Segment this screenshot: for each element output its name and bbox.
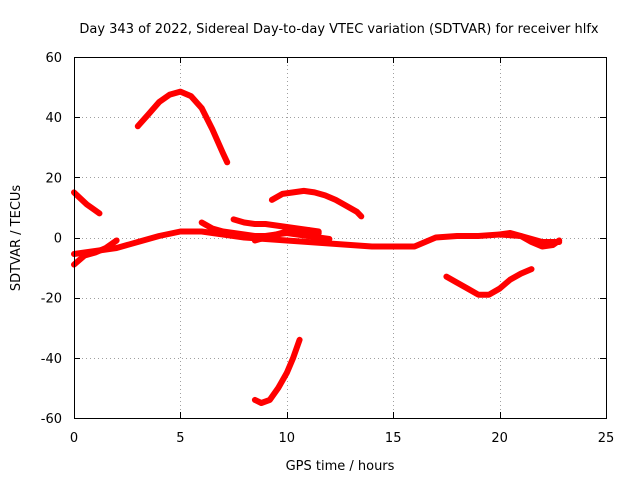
- series-group: [71, 88, 563, 406]
- x-tick-label: 5: [176, 431, 184, 446]
- x-tick-label: 20: [491, 431, 508, 446]
- y-tick-label: 40: [45, 111, 62, 126]
- chart-title: Day 343 of 2022, Sidereal Day-to-day VTE…: [79, 22, 599, 37]
- axis-ticks: 0 5 10 15 20 25 -60 -40 -20 0 20 40 60: [41, 51, 615, 446]
- x-tick-label: 25: [598, 431, 615, 446]
- series-arc-10: [251, 230, 333, 244]
- y-tick-label: 0: [54, 232, 62, 247]
- series-arc-5: [443, 266, 535, 298]
- x-tick-label: 0: [70, 431, 78, 446]
- y-tick-label: -60: [41, 412, 62, 427]
- series-arc-4: [251, 336, 303, 406]
- y-tick-label: -20: [41, 292, 62, 307]
- y-tick-label: -40: [41, 352, 62, 367]
- series-arc-9: [71, 228, 563, 257]
- x-tick-label: 15: [385, 431, 402, 446]
- y-tick-label: 60: [45, 51, 62, 66]
- x-axis-label: GPS time / hours: [286, 459, 395, 474]
- x-tick-label: 10: [279, 431, 296, 446]
- series-arc-1: [71, 189, 103, 217]
- y-tick-label: 20: [45, 171, 62, 186]
- grid: [74, 57, 606, 418]
- series-arc-3: [268, 187, 365, 220]
- series-arc-11: [496, 230, 563, 250]
- series-arc-2: [134, 88, 231, 166]
- y-axis-label: SDTVAR / TECUs: [9, 185, 24, 292]
